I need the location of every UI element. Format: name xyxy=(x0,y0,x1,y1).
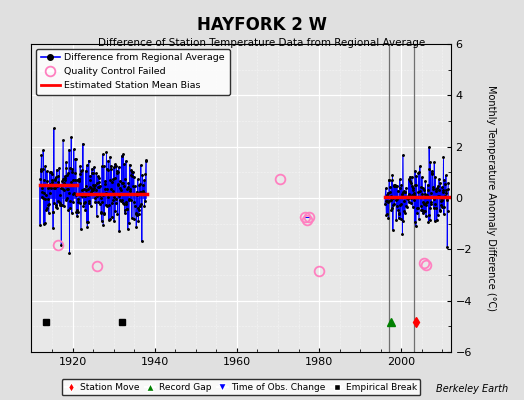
Legend: Station Move, Record Gap, Time of Obs. Change, Empirical Break: Station Move, Record Gap, Time of Obs. C… xyxy=(62,379,420,396)
Text: Difference of Station Temperature Data from Regional Average: Difference of Station Temperature Data f… xyxy=(99,38,425,48)
Text: Berkeley Earth: Berkeley Earth xyxy=(436,384,508,394)
Y-axis label: Monthly Temperature Anomaly Difference (°C): Monthly Temperature Anomaly Difference (… xyxy=(486,85,496,311)
Legend: Difference from Regional Average, Quality Control Failed, Estimated Station Mean: Difference from Regional Average, Qualit… xyxy=(36,49,230,95)
Text: HAYFORK 2 W: HAYFORK 2 W xyxy=(197,16,327,34)
